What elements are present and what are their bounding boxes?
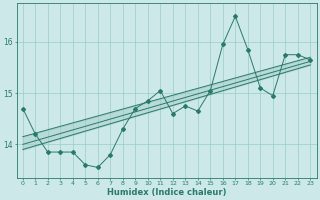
X-axis label: Humidex (Indice chaleur): Humidex (Indice chaleur) bbox=[107, 188, 226, 197]
